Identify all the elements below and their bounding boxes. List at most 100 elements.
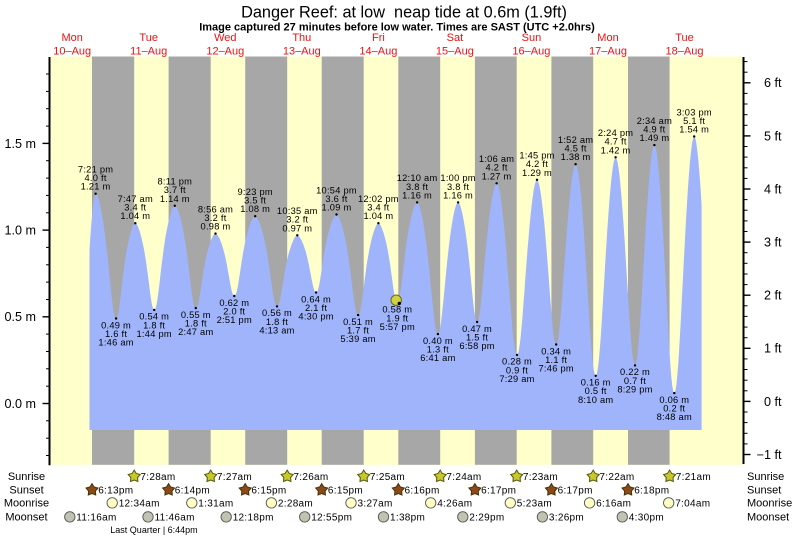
- svg-text:8:48 am: 8:48 am: [657, 412, 692, 422]
- svg-text:Last Quarter | 6:44pm: Last Quarter | 6:44pm: [110, 525, 197, 535]
- svg-text:1.5 ft: 1.5 ft: [466, 332, 488, 342]
- svg-text:1 ft: 1 ft: [764, 342, 782, 356]
- svg-text:12:02 pm: 12:02 pm: [358, 194, 399, 204]
- svg-text:1.9 ft: 1.9 ft: [386, 313, 408, 323]
- svg-text:Sun: Sun: [522, 32, 542, 44]
- svg-text:3:26pm: 3:26pm: [549, 513, 584, 524]
- svg-text:7:27am: 7:27am: [217, 472, 252, 483]
- svg-text:0.97 m: 0.97 m: [282, 223, 312, 233]
- svg-text:2:47 am: 2:47 am: [178, 327, 213, 337]
- svg-text:17–Aug: 17–Aug: [589, 46, 627, 58]
- svg-text:1:46 am: 1:46 am: [98, 338, 133, 348]
- svg-text:1.8 ft: 1.8 ft: [266, 317, 288, 327]
- svg-text:0.56 m: 0.56 m: [262, 308, 292, 318]
- svg-text:6:18pm: 6:18pm: [634, 486, 669, 497]
- svg-text:0.2 ft: 0.2 ft: [663, 404, 685, 414]
- svg-text:1.09 m: 1.09 m: [322, 203, 352, 213]
- svg-text:18–Aug: 18–Aug: [666, 46, 704, 58]
- svg-text:Sat: Sat: [447, 32, 464, 44]
- svg-text:3.4 ft: 3.4 ft: [124, 203, 146, 213]
- svg-text:0.06 m: 0.06 m: [659, 395, 689, 405]
- svg-text:11:46am: 11:46am: [155, 513, 195, 524]
- svg-text:1:52 am: 1:52 am: [558, 135, 593, 145]
- svg-text:Wed: Wed: [214, 32, 236, 44]
- svg-text:0.40 m: 0.40 m: [423, 336, 453, 346]
- svg-text:1.04 m: 1.04 m: [120, 211, 150, 221]
- svg-text:Moonrise: Moonrise: [4, 498, 49, 510]
- svg-text:0.28 m: 0.28 m: [502, 357, 532, 367]
- svg-text:0.5 ft: 0.5 ft: [585, 386, 607, 396]
- svg-text:4:13 am: 4:13 am: [259, 325, 294, 335]
- svg-text:1.04 m: 1.04 m: [363, 211, 393, 221]
- svg-text:Image captured 27 minutes befo: Image captured 27 minutes before low wat…: [199, 22, 595, 34]
- svg-text:14–Aug: 14–Aug: [359, 46, 397, 58]
- svg-text:4:30 pm: 4:30 pm: [298, 312, 333, 322]
- svg-text:1.3 ft: 1.3 ft: [427, 345, 449, 355]
- svg-text:1.0 m: 1.0 m: [5, 224, 37, 238]
- svg-text:Thu: Thu: [292, 32, 311, 44]
- svg-text:6 ft: 6 ft: [764, 76, 782, 90]
- svg-text:0.0 m: 0.0 m: [5, 397, 37, 411]
- svg-text:0.49 m: 0.49 m: [101, 320, 131, 330]
- svg-text:3.8 ft: 3.8 ft: [406, 182, 428, 192]
- svg-text:11:16am: 11:16am: [76, 513, 116, 524]
- svg-text:7:21 pm: 7:21 pm: [78, 165, 113, 175]
- svg-text:5:57 pm: 5:57 pm: [380, 322, 415, 332]
- svg-text:0.47 m: 0.47 m: [462, 324, 492, 334]
- svg-text:3:03 pm: 3:03 pm: [677, 107, 712, 117]
- svg-text:Moonset: Moonset: [5, 512, 47, 524]
- svg-text:1.08 m: 1.08 m: [240, 204, 270, 214]
- svg-text:3.2 ft: 3.2 ft: [204, 213, 226, 223]
- svg-text:7:28am: 7:28am: [140, 472, 175, 483]
- svg-text:8:10 am: 8:10 am: [578, 395, 613, 405]
- svg-text:4.0 ft: 4.0 ft: [85, 173, 107, 183]
- svg-text:1:00 pm: 1:00 pm: [440, 173, 475, 183]
- svg-text:3.7 ft: 3.7 ft: [164, 185, 186, 195]
- svg-text:7:23am: 7:23am: [523, 472, 558, 483]
- svg-text:7:24am: 7:24am: [446, 472, 481, 483]
- svg-text:4.2 ft: 4.2 ft: [526, 159, 548, 169]
- svg-text:0.7 ft: 0.7 ft: [624, 376, 646, 386]
- svg-text:3.6 ft: 3.6 ft: [325, 194, 347, 204]
- svg-text:1.42 m: 1.42 m: [601, 145, 631, 155]
- svg-text:1:38pm: 1:38pm: [390, 513, 425, 524]
- svg-text:5.1 ft: 5.1 ft: [683, 116, 705, 126]
- svg-text:7:26am: 7:26am: [293, 472, 328, 483]
- svg-text:1.5 m: 1.5 m: [5, 137, 37, 151]
- svg-text:1.27 m: 1.27 m: [482, 171, 512, 181]
- svg-text:0.64 m: 0.64 m: [301, 294, 331, 304]
- svg-text:1.16 m: 1.16 m: [402, 190, 432, 200]
- svg-text:2:34 am: 2:34 am: [637, 116, 672, 126]
- svg-text:1.1 ft: 1.1 ft: [545, 355, 567, 365]
- svg-text:0.54 m: 0.54 m: [139, 312, 169, 322]
- svg-text:Danger Reef: at low neap tide: Danger Reef: at low neap tide at 0.6m (1…: [241, 4, 567, 22]
- svg-text:6:13pm: 6:13pm: [98, 486, 133, 497]
- svg-text:7:22am: 7:22am: [599, 472, 634, 483]
- svg-text:1.29 m: 1.29 m: [522, 168, 552, 178]
- svg-text:10:54 pm: 10:54 pm: [316, 185, 357, 195]
- svg-text:Mon: Mon: [597, 32, 618, 44]
- svg-text:1.21 m: 1.21 m: [81, 182, 111, 192]
- svg-text:10–Aug: 10–Aug: [53, 46, 91, 58]
- svg-text:0.62 m: 0.62 m: [219, 298, 249, 308]
- svg-text:6:41 am: 6:41 am: [420, 353, 455, 363]
- svg-text:1:06 am: 1:06 am: [479, 154, 514, 164]
- svg-text:1.6 ft: 1.6 ft: [105, 329, 127, 339]
- svg-text:6:17pm: 6:17pm: [481, 486, 516, 497]
- svg-text:12:10 am: 12:10 am: [397, 173, 438, 183]
- svg-text:1.16 m: 1.16 m: [443, 190, 473, 200]
- svg-text:12–Aug: 12–Aug: [206, 46, 244, 58]
- svg-text:4.7 ft: 4.7 ft: [605, 137, 627, 147]
- svg-text:2:24 pm: 2:24 pm: [598, 128, 633, 138]
- svg-text:8:11 pm: 8:11 pm: [157, 177, 192, 187]
- svg-text:Mon: Mon: [61, 32, 82, 44]
- svg-text:4.9 ft: 4.9 ft: [643, 125, 665, 135]
- svg-text:7:04am: 7:04am: [675, 499, 710, 510]
- svg-text:Moonrise: Moonrise: [747, 498, 792, 510]
- svg-text:3:27am: 3:27am: [358, 499, 393, 510]
- svg-text:2.0 ft: 2.0 ft: [223, 306, 245, 316]
- svg-text:Moonset: Moonset: [747, 512, 789, 524]
- svg-text:13–Aug: 13–Aug: [283, 46, 321, 58]
- svg-text:0.55 m: 0.55 m: [181, 310, 211, 320]
- svg-text:4.5 ft: 4.5 ft: [565, 144, 587, 154]
